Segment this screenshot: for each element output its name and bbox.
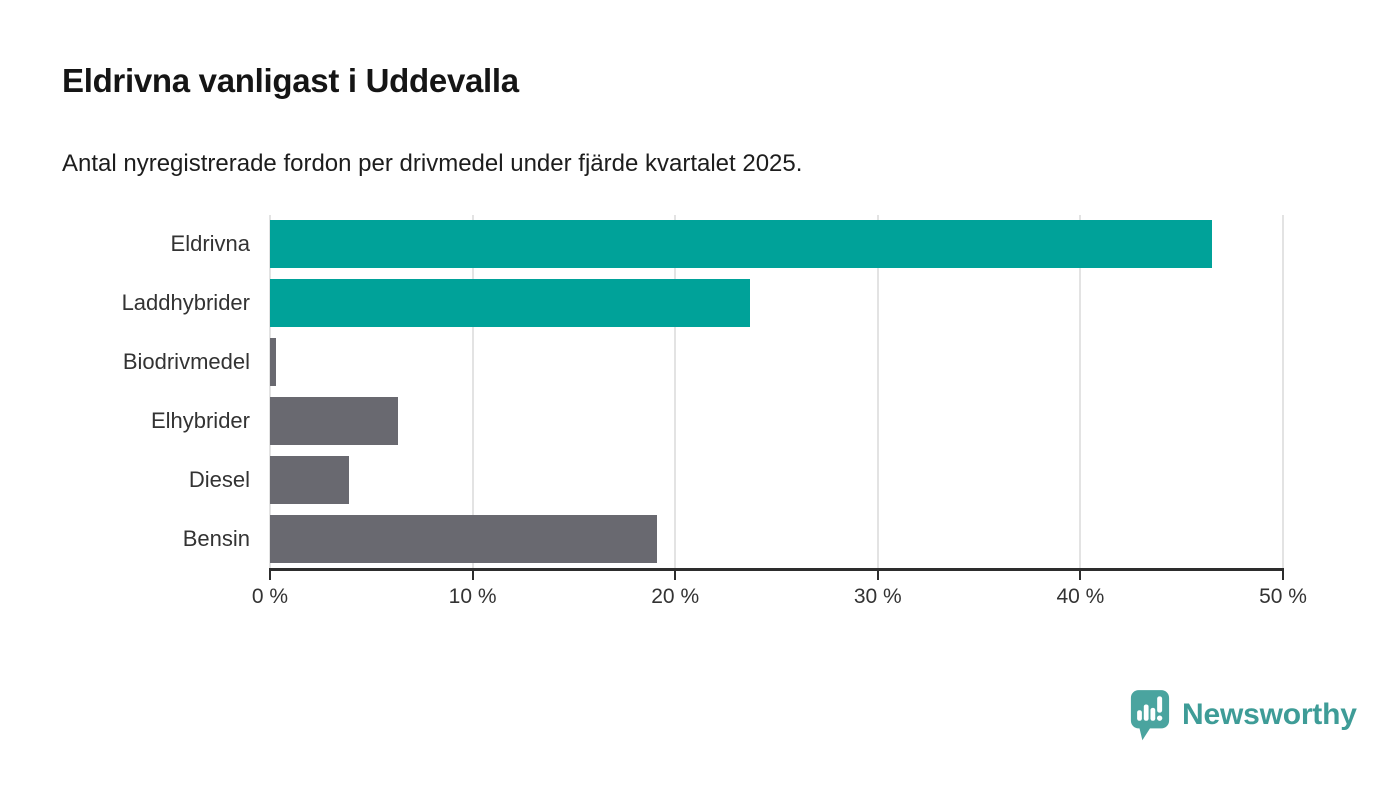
gridline-30 <box>876 215 879 568</box>
x-axis-tick-label: 40 % <box>1056 585 1105 608</box>
gridline-0 <box>269 215 271 568</box>
newsworthy-pin-icon <box>1129 688 1171 742</box>
x-axis-tick-30 <box>876 568 879 580</box>
bar <box>270 396 398 445</box>
x-axis-tick-label: 10 % <box>448 585 497 608</box>
gridline-10 <box>471 215 474 568</box>
x-axis-tick-40 <box>1079 568 1082 580</box>
x-axis-tick-label: 50 % <box>1259 585 1307 608</box>
category-label: Biodrivmedel <box>122 349 250 375</box>
bar <box>270 455 349 504</box>
bar-row: Elhybrider <box>151 392 1283 451</box>
category-label: Eldrivna <box>170 231 250 257</box>
newsworthy-wordmark: Newsworthy <box>1182 698 1357 731</box>
chart-subtitle: Antal nyregistrerade fordon per drivmede… <box>62 150 803 177</box>
bar <box>270 514 657 563</box>
x-axis-tick-20 <box>674 568 677 580</box>
x-axis-tick-label: 30 % <box>853 585 902 608</box>
x-axis-tick-label: 0 % <box>251 585 289 608</box>
category-label: Diesel <box>188 466 250 492</box>
x-axis-tick-0 <box>269 568 271 580</box>
brand-logo: Newsworthy <box>1129 688 1357 742</box>
bar-row: Diesel <box>189 450 1283 509</box>
bar <box>270 338 277 387</box>
category-label: Laddhybrider <box>121 290 250 316</box>
category-label: Elhybrider <box>150 407 250 433</box>
bar-row: Biodrivmedel <box>123 333 1283 392</box>
bar-row: Bensin <box>183 509 1283 568</box>
gridline-50 <box>1282 215 1284 568</box>
x-axis-tick-50 <box>1282 568 1284 580</box>
bar <box>270 220 1213 269</box>
x-axis-tick-10 <box>471 568 474 580</box>
chart-title: Eldrivna vanligast i Uddevalla <box>62 62 519 99</box>
bar-row: Eldrivna <box>171 215 1283 274</box>
gridline-40 <box>1079 215 1082 568</box>
gridline-20 <box>674 215 677 568</box>
plot-area: 0 % 10 % 20 % 30 % 40 % 50 % Eldrivna Laddhybri… <box>122 215 1307 608</box>
x-axis-tick-label: 20 % <box>651 585 700 608</box>
bar <box>270 279 751 328</box>
category-label: Bensin <box>182 525 250 551</box>
bar-row: Laddhybrider <box>122 274 1283 333</box>
